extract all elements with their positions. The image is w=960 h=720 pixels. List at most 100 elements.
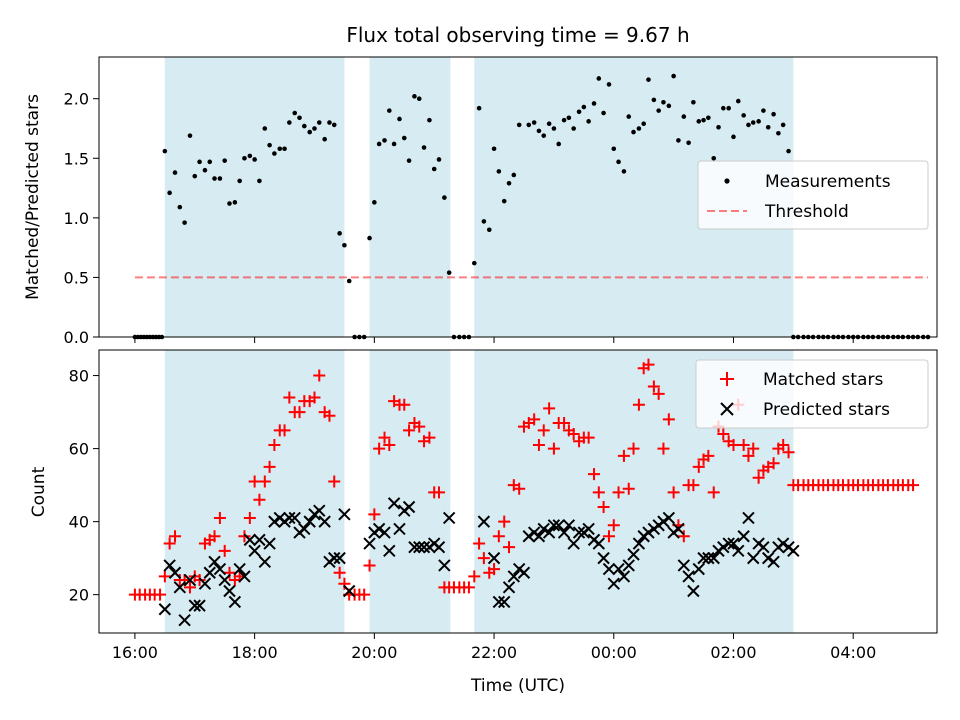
measurement-point [741,113,746,118]
matched-star-marker [462,581,475,594]
matched-star-marker [473,537,486,550]
matched-star-marker [169,530,182,543]
measurement-point [526,122,532,128]
measurement-point [387,108,392,113]
measurement-point [431,166,437,172]
predicted-star-marker [572,526,586,539]
predicted-star-marker [363,537,376,550]
top-plot-frame [98,56,938,338]
measurement-point [242,155,247,161]
matched-star-marker [612,486,625,499]
predicted-star-marker [387,497,401,510]
measurement-point [596,76,602,81]
measurement-point [726,105,731,111]
measurement-point [192,173,198,179]
bottom-xtick-label: 02:00 [710,643,756,662]
predicted-star-marker [542,526,556,539]
measurement-point [316,120,322,125]
predicted-star-marker [537,522,550,536]
matched-star-marker [532,438,545,451]
predicted-star-marker [393,522,406,536]
legend-measurements-label: Measurements [765,172,891,192]
predicted-star-marker [507,570,521,583]
matched-star-marker [692,460,705,473]
bottom-ytick-label: 60 [69,440,89,459]
matched-star-marker [363,559,376,572]
matched-star-marker [727,438,740,451]
matched-star-marker [777,438,790,451]
top-x-axis-ticks [134,337,854,343]
matched-star-marker [622,482,635,495]
top-ytick-label: 2.0 [64,90,89,109]
bottom-x-axis-ticks: 16:00 18:00 20:00 22:00 00:00 02:00 04:00 [112,633,876,662]
measurement-point [346,278,352,284]
matched-star-marker [208,530,221,543]
matched-star-marker [702,449,715,462]
predicted-star-marker [582,522,595,536]
predicted-star-marker [417,540,431,554]
measurement-point [696,119,702,124]
measurement-point [327,120,332,125]
measurement-point [282,146,287,152]
matched-star-marker [488,563,501,576]
predicted-star-marker [787,544,800,558]
matched-star-marker [373,442,386,455]
matched-star-marker [642,358,655,371]
matched-star-marker [652,387,665,400]
measurement-point [531,120,537,125]
predicted-star-marker [173,581,187,594]
predicted-star-marker [767,555,780,569]
measurement-point [476,105,482,111]
predicted-star-marker [487,551,501,565]
predicted-star-marker [183,573,197,587]
measurement-point [287,120,292,125]
bottom-xtick-label: 04:00 [830,643,876,662]
predicted-star-marker [677,559,691,572]
predicted-star-marker [612,562,625,576]
ratio-panel: 0.00.51.01.52.0 Matched/Predicted stars … [23,56,938,347]
matched-star-marker [657,442,670,455]
observing-window-band [164,350,345,633]
predicted-star-marker [517,566,531,579]
predicted-star-marker [776,537,790,550]
predicted-star-marker [657,515,670,528]
predicted-star-marker [432,540,446,554]
measurement-point [217,176,223,181]
predicted-star-marker [692,562,705,576]
matched-star-marker [907,479,920,492]
matched-star-marker [582,431,595,444]
matched-star-marker [528,413,541,426]
predicted-star-marker [498,595,511,609]
predicted-star-marker [438,559,451,572]
matched-star-marker [547,442,560,455]
predicted-star-marker [372,522,386,536]
predicted-star-marker [328,551,341,565]
predicted-star-marker [552,519,565,532]
matched-star-marker [183,581,196,594]
predicted-star-marker [208,555,221,569]
matched-star-marker [607,519,620,532]
matched-star-marker [498,515,511,528]
measurement-point [237,178,242,184]
figure-title: Flux total observing time = 9.67 h [346,23,689,47]
predicted-star-marker [522,530,535,543]
matched-star-marker [747,442,760,455]
measurement-point [631,129,636,135]
measurement-point [556,141,562,147]
measurement-point [472,260,477,266]
matched-star-marker [163,537,176,550]
top-ytick-label: 1.5 [64,149,89,168]
predicted-star-marker [687,584,700,598]
predicted-star-marker [413,540,426,554]
matched-star-marker [588,468,601,481]
measurement-point [771,111,776,117]
measurement-point [207,159,213,165]
predicted-star-marker [597,551,610,565]
predicted-star-marker [662,511,676,525]
top-legend-box [697,160,929,230]
predicted-star-marker [707,551,720,565]
measurement-point [372,200,377,205]
predicted-star-marker [532,530,546,543]
predicted-star-marker [642,526,655,539]
